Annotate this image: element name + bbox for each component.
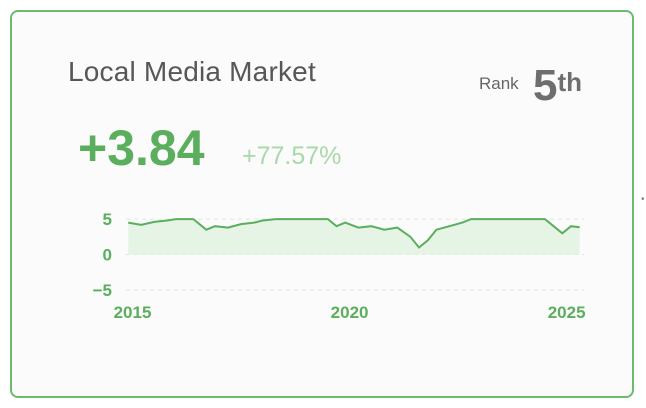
y-tick-label: 0 [103, 246, 112, 265]
chart-area-fill [128, 219, 580, 255]
chart-series-line [128, 218, 580, 249]
y-tick-label: −5 [93, 281, 112, 300]
rank-label: Rank [479, 74, 519, 93]
x-tick-label: 2020 [331, 303, 369, 322]
card-title: Local Media Market [68, 56, 316, 87]
x-tick-label: 2025 [548, 303, 586, 322]
edge-mark: • [641, 194, 645, 205]
x-axis-ticks: 2015 2020 2025 [114, 303, 586, 322]
y-axis-ticks: 5 0 −5 [93, 210, 112, 300]
y-tick-label: 5 [103, 210, 112, 229]
trend-chart: 5 0 −5 2015 2020 2025 [93, 210, 586, 322]
x-tick-label: 2015 [114, 303, 152, 322]
rank-value: 5th [533, 64, 582, 108]
percent-change: +77.57% [242, 142, 342, 170]
rank-number: 5 [533, 61, 558, 110]
market-card[interactable]: Local Media Market Rank 5th +3.84 +77.57… [10, 10, 634, 398]
current-value: +3.84 [78, 120, 205, 176]
rank-suffix: th [557, 67, 583, 97]
